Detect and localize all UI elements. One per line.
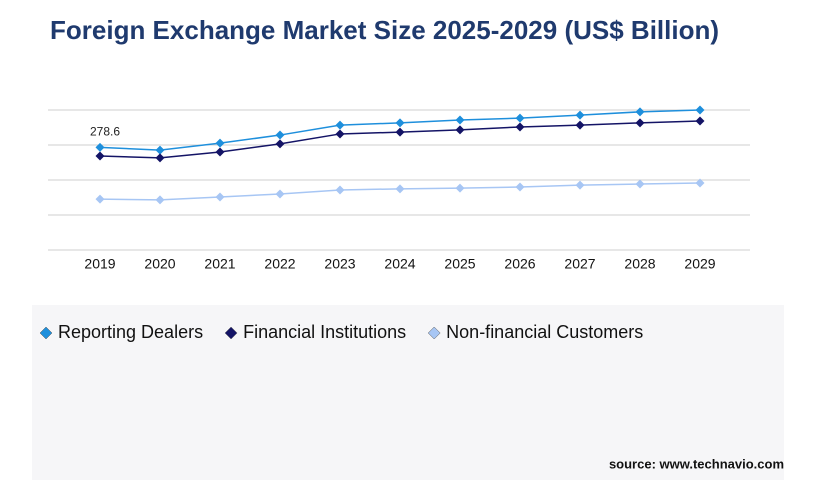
legend-label: Financial Institutions xyxy=(243,322,406,342)
data-point xyxy=(515,182,525,192)
data-point xyxy=(275,139,285,149)
x-tick-label: 2029 xyxy=(684,256,715,272)
legend-marker xyxy=(224,326,238,340)
data-point xyxy=(395,118,405,128)
data-point xyxy=(215,147,225,157)
data-point xyxy=(515,122,525,132)
data-point xyxy=(575,110,585,120)
data-point xyxy=(95,151,105,161)
data-point xyxy=(575,120,585,130)
data-label: 278.6 xyxy=(90,125,120,139)
data-point xyxy=(635,118,645,128)
x-tick-label: 2026 xyxy=(504,256,535,272)
x-tick-label: 2023 xyxy=(324,256,355,272)
data-point xyxy=(335,120,345,130)
data-point xyxy=(695,178,705,188)
legend-label: Non-financial Customers xyxy=(446,322,643,342)
data-point xyxy=(155,153,165,163)
data-point xyxy=(275,130,285,140)
chart-title: Foreign Exchange Market Size 2025-2029 (… xyxy=(50,15,719,45)
x-tick-label: 2022 xyxy=(264,256,295,272)
data-point xyxy=(695,105,705,115)
data-point xyxy=(215,192,225,202)
x-tick-label: 2027 xyxy=(564,256,595,272)
data-point xyxy=(635,107,645,117)
data-point xyxy=(455,183,465,193)
data-point xyxy=(335,185,345,195)
data-point xyxy=(155,195,165,205)
data-point xyxy=(695,116,705,126)
data-point xyxy=(155,145,165,155)
source: source: www.technavio.com xyxy=(609,456,784,471)
data-point xyxy=(515,113,525,123)
data-point xyxy=(395,184,405,194)
data-point xyxy=(275,189,285,199)
legend-label: Reporting Dealers xyxy=(58,322,203,342)
data-point xyxy=(575,180,585,190)
x-tick-label: 2021 xyxy=(204,256,235,272)
legend-background xyxy=(32,305,784,480)
data-point xyxy=(95,142,105,152)
x-tick-label: 2025 xyxy=(444,256,475,272)
x-tick-label: 2028 xyxy=(624,256,655,272)
x-tick-label: 2019 xyxy=(84,256,115,272)
data-point xyxy=(335,129,345,139)
legend-marker xyxy=(39,326,53,340)
data-point xyxy=(455,115,465,125)
data-point xyxy=(395,127,405,137)
x-tick-label: 2024 xyxy=(384,256,415,272)
data-point xyxy=(95,194,105,204)
legend-marker xyxy=(427,326,441,340)
data-point xyxy=(215,138,225,148)
data-point xyxy=(635,179,645,189)
x-tick-label: 2020 xyxy=(144,256,175,272)
data-point xyxy=(455,125,465,135)
